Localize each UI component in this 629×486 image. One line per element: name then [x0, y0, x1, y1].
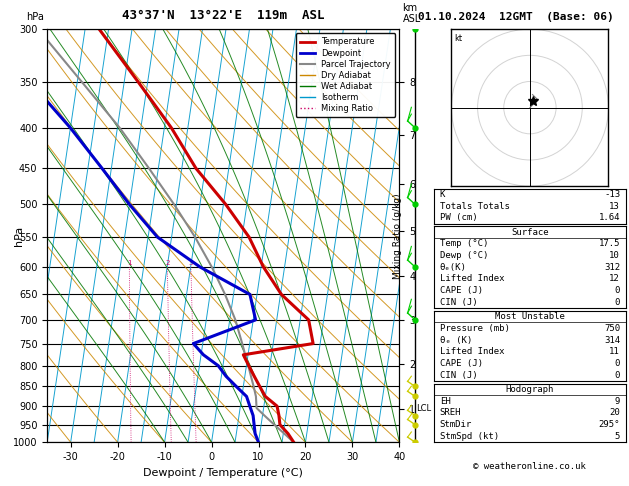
Text: EH: EH: [440, 397, 450, 406]
Text: CIN (J): CIN (J): [440, 371, 477, 380]
Text: θₑ (K): θₑ (K): [440, 336, 472, 345]
Text: Totals Totals: Totals Totals: [440, 202, 509, 210]
Text: 0: 0: [615, 371, 620, 380]
Text: hPa: hPa: [14, 226, 25, 246]
Text: CAPE (J): CAPE (J): [440, 359, 483, 368]
Text: 11: 11: [610, 347, 620, 356]
Text: LCL: LCL: [416, 403, 431, 413]
Text: Pressure (mb): Pressure (mb): [440, 324, 509, 333]
Text: kt: kt: [455, 34, 463, 43]
Text: θₑ(K): θₑ(K): [440, 263, 467, 272]
Text: 13: 13: [610, 202, 620, 210]
Text: Surface: Surface: [511, 227, 548, 237]
Text: 20: 20: [610, 408, 620, 417]
Text: Lifted Index: Lifted Index: [440, 347, 504, 356]
Text: 0: 0: [615, 286, 620, 295]
Text: Most Unstable: Most Unstable: [495, 312, 565, 321]
Text: 2: 2: [165, 260, 170, 266]
X-axis label: Dewpoint / Temperature (°C): Dewpoint / Temperature (°C): [143, 468, 303, 478]
Text: SREH: SREH: [440, 408, 461, 417]
Text: CIN (J): CIN (J): [440, 298, 477, 307]
Text: Dewp (°C): Dewp (°C): [440, 251, 488, 260]
Text: -13: -13: [604, 190, 620, 199]
Text: Lifted Index: Lifted Index: [440, 275, 504, 283]
Text: km
ASL: km ASL: [403, 3, 421, 24]
Text: 750: 750: [604, 324, 620, 333]
Text: 295°: 295°: [599, 420, 620, 429]
Text: 10: 10: [610, 251, 620, 260]
Text: Mixing Ratio (g/kg): Mixing Ratio (g/kg): [393, 193, 402, 278]
Text: 3: 3: [189, 260, 193, 266]
Text: 9: 9: [615, 397, 620, 406]
Text: CAPE (J): CAPE (J): [440, 286, 483, 295]
Text: © weatheronline.co.uk: © weatheronline.co.uk: [474, 462, 586, 471]
Text: K: K: [440, 190, 445, 199]
Text: 312: 312: [604, 263, 620, 272]
Text: 12: 12: [610, 275, 620, 283]
Text: 5: 5: [615, 432, 620, 441]
Legend: Temperature, Dewpoint, Parcel Trajectory, Dry Adiabat, Wet Adiabat, Isotherm, Mi: Temperature, Dewpoint, Parcel Trajectory…: [296, 34, 395, 117]
Text: 17.5: 17.5: [599, 239, 620, 248]
Text: PW (cm): PW (cm): [440, 213, 477, 223]
Text: 0: 0: [615, 298, 620, 307]
Text: Hodograph: Hodograph: [506, 385, 554, 394]
Text: StmDir: StmDir: [440, 420, 472, 429]
Text: 1.64: 1.64: [599, 213, 620, 223]
Text: 314: 314: [604, 336, 620, 345]
Text: 1: 1: [127, 260, 131, 266]
Text: StmSpd (kt): StmSpd (kt): [440, 432, 499, 441]
Text: 01.10.2024  12GMT  (Base: 06): 01.10.2024 12GMT (Base: 06): [418, 12, 614, 22]
Text: 43°37'N  13°22'E  119m  ASL: 43°37'N 13°22'E 119m ASL: [122, 9, 325, 22]
Text: 0: 0: [615, 359, 620, 368]
Text: hPa: hPa: [26, 12, 44, 22]
Text: Temp (°C): Temp (°C): [440, 239, 488, 248]
